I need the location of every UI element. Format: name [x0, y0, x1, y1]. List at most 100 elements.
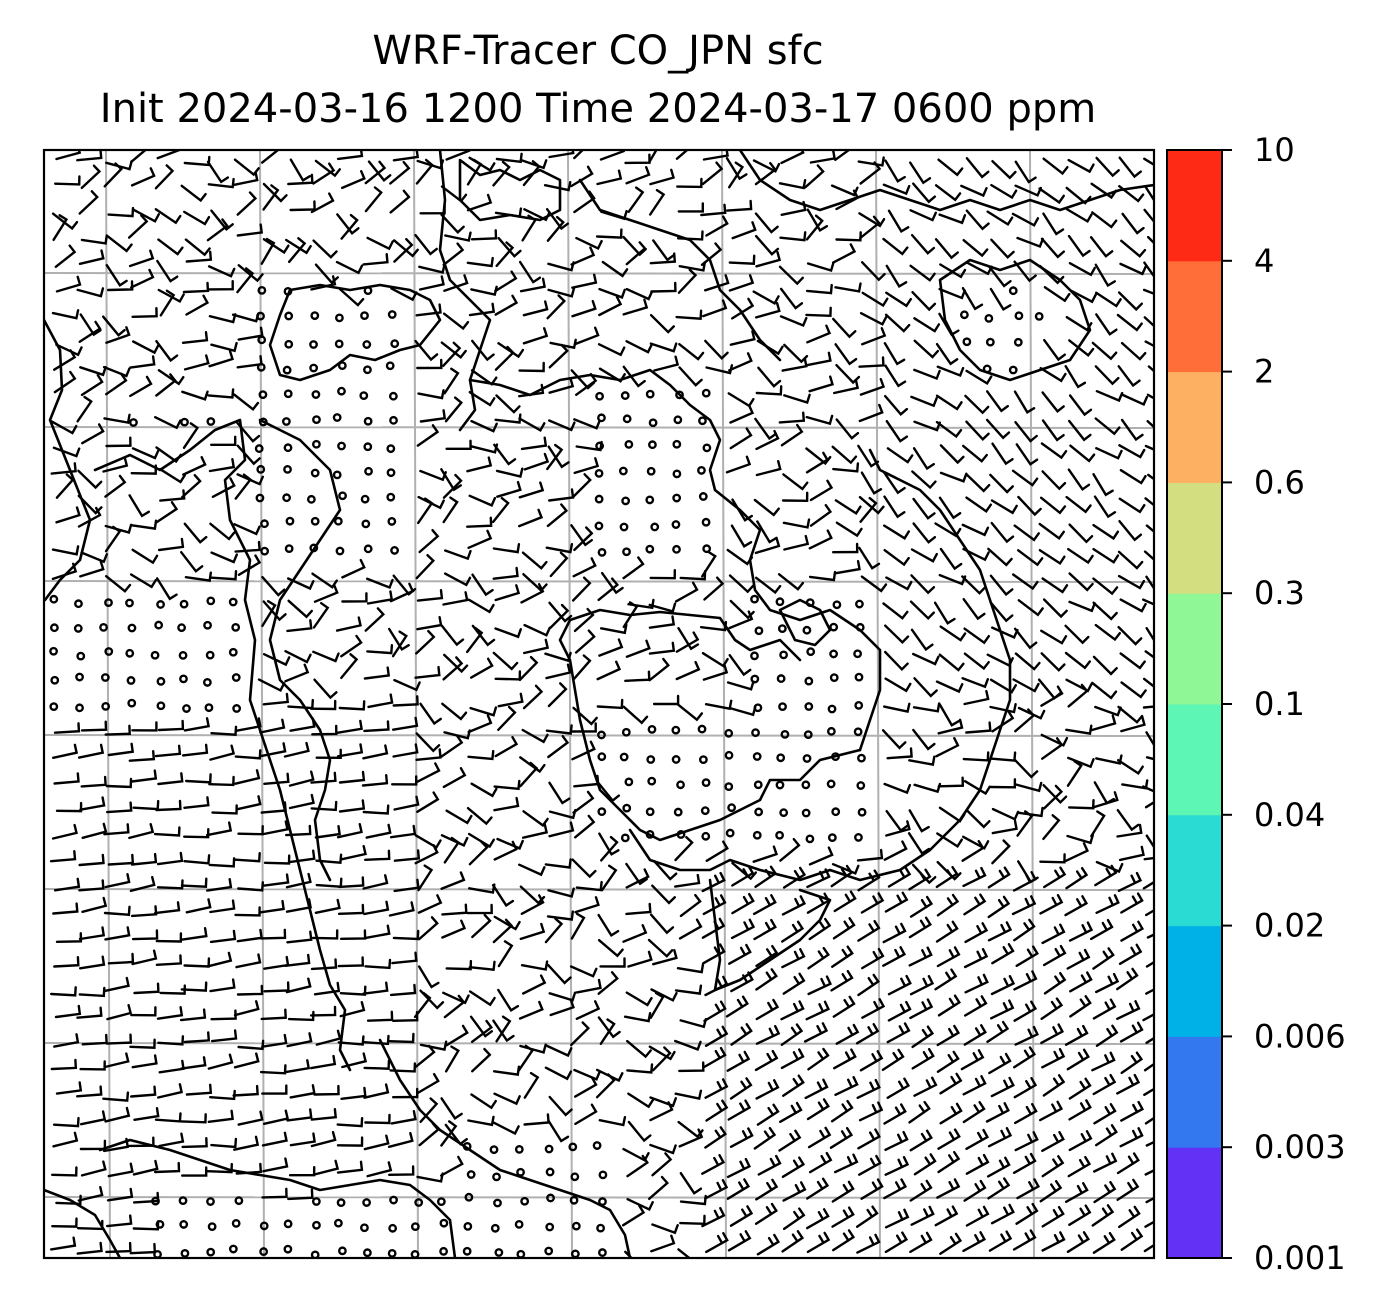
- wind-barb: [1145, 834, 1154, 850]
- wind-barb: [936, 832, 963, 849]
- wind-barb: [962, 239, 989, 258]
- wind-barb: [315, 853, 343, 864]
- wind-barb: [546, 215, 565, 242]
- wind-barb: [575, 1000, 601, 1020]
- wind-barb: [570, 524, 593, 547]
- wind-barb: [544, 858, 572, 869]
- wind-barb: [523, 638, 550, 655]
- wind-barb: [492, 1019, 515, 1043]
- wind-barb: [1095, 972, 1120, 994]
- wind-barb: [1117, 291, 1143, 312]
- wind-barb: [210, 551, 238, 564]
- wind-barb: [833, 1048, 857, 1070]
- wind-barb: [210, 1029, 238, 1043]
- wind-barb: [885, 291, 912, 308]
- calm-wind-marker: [284, 311, 294, 321]
- wind-barb: [128, 750, 156, 762]
- wind-barb: [155, 501, 179, 524]
- calm-wind-marker: [178, 650, 188, 660]
- wind-barb: [548, 419, 576, 432]
- wind-barb: [674, 1039, 702, 1051]
- wind-barb: [285, 872, 312, 889]
- wind-barb: [938, 806, 966, 823]
- wind-barb: [962, 866, 987, 888]
- wind-barb: [336, 1160, 364, 1174]
- wind-barb: [965, 1205, 990, 1227]
- wind-barb: [155, 799, 182, 812]
- calm-wind-marker: [335, 546, 345, 556]
- wind-barb: [939, 1102, 963, 1125]
- wind-barb: [1090, 182, 1118, 200]
- wind-barb: [1042, 157, 1069, 176]
- wind-barb: [857, 869, 881, 892]
- wind-barb: [133, 1107, 160, 1121]
- wind-barb: [288, 770, 315, 787]
- wind-barb: [1094, 705, 1122, 717]
- wind-barb: [416, 1072, 440, 1095]
- wind-barb: [443, 994, 466, 1019]
- wind-barb: [986, 1156, 1011, 1178]
- wind-barb: [442, 312, 470, 331]
- wind-barb: [154, 416, 182, 430]
- calm-wind-marker: [569, 1195, 579, 1205]
- calm-wind-marker: [285, 516, 295, 526]
- wind-barb: [79, 366, 107, 377]
- wind-barb: [1012, 1152, 1037, 1174]
- wind-barb: [155, 932, 183, 943]
- calm-wind-marker: [854, 700, 864, 710]
- calm-wind-marker: [463, 1221, 473, 1231]
- wind-barb: [157, 1083, 184, 1099]
- wind-barb: [129, 1038, 156, 1049]
- wind-barb: [755, 1025, 781, 1045]
- wind-barb: [729, 427, 753, 450]
- wind-barb: [934, 522, 962, 538]
- wind-barb: [1145, 575, 1154, 591]
- wind-barb: [54, 244, 77, 268]
- wind-barb: [1095, 156, 1120, 178]
- colorbar-tick-label: 4: [1254, 242, 1274, 280]
- wind-barb: [936, 365, 965, 378]
- wind-barb: [963, 893, 987, 916]
- calm-wind-marker: [439, 1218, 449, 1228]
- wind-barb: [907, 832, 931, 856]
- wind-barb: [883, 782, 912, 795]
- calm-wind-marker: [753, 780, 763, 790]
- wind-barb: [937, 158, 964, 177]
- wind-barb: [598, 287, 626, 299]
- wind-barb: [884, 1231, 909, 1254]
- calm-wind-marker: [624, 777, 634, 787]
- wind-barb: [79, 796, 106, 811]
- wind-barb: [1015, 945, 1039, 967]
- wind-barb: [962, 1075, 987, 1096]
- wind-barb: [76, 1006, 103, 1019]
- wind-barb: [103, 905, 131, 917]
- wind-barb: [910, 628, 934, 652]
- wind-barb: [990, 975, 1016, 996]
- calm-wind-marker: [1008, 365, 1018, 375]
- calm-wind-marker: [514, 1144, 524, 1154]
- wind-barb: [77, 494, 103, 515]
- wind-barb: [470, 369, 498, 386]
- wind-barb: [1013, 1077, 1038, 1099]
- wind-barb: [649, 991, 665, 1019]
- wind-barb: [859, 496, 878, 523]
- wind-barb: [494, 736, 519, 758]
- wind-barb: [832, 995, 856, 1018]
- wind-barb: [883, 342, 906, 366]
- wind-barb: [625, 287, 654, 301]
- wind-barb: [55, 343, 83, 357]
- wind-barb: [728, 274, 755, 292]
- wind-barb: [834, 1153, 859, 1174]
- wind-barb: [103, 413, 131, 424]
- wind-barb: [470, 657, 494, 679]
- wind-barb: [601, 260, 629, 278]
- wind-barb: [206, 1162, 233, 1174]
- wind-barb: [497, 342, 525, 359]
- wind-barb: [779, 1101, 803, 1123]
- wind-barb: [105, 372, 128, 396]
- wind-barb: [341, 170, 366, 190]
- wind-barb: [309, 1005, 337, 1017]
- wind-barb: [937, 718, 964, 735]
- wind-barb: [1066, 760, 1083, 787]
- wind-barb: [128, 249, 155, 268]
